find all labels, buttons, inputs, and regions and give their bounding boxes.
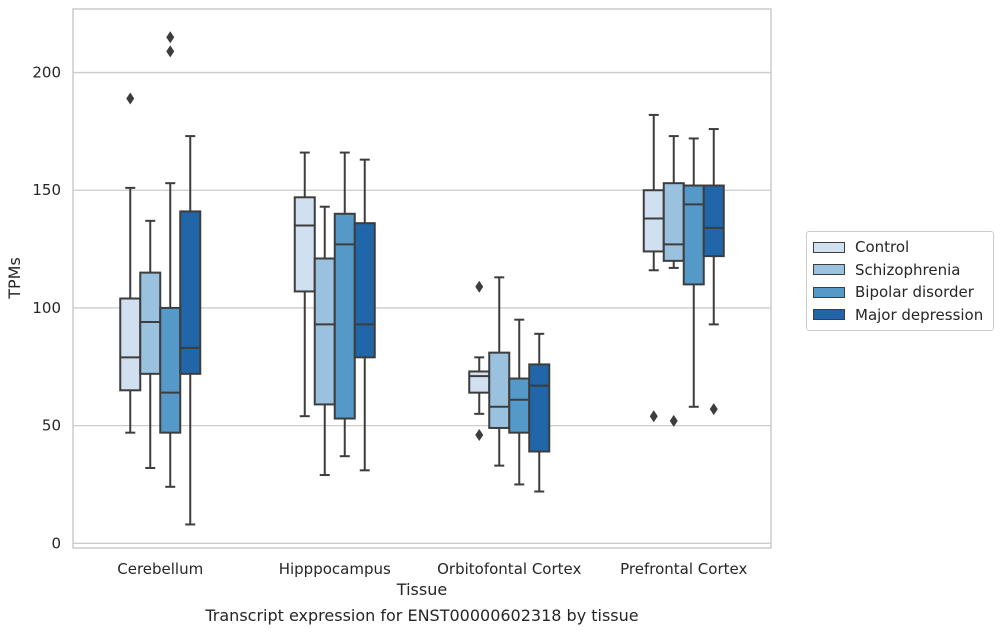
box-bipolar-disorder-prefrontal-cortex (682, 137, 705, 408)
outlier-point (166, 45, 175, 58)
box-major-depression-prefrontal-cortex (702, 128, 725, 416)
legend-item-control: Control (807, 236, 993, 259)
box-major-depression-hipppocampus (353, 158, 376, 472)
x-tick-label: Cerebellum (117, 560, 203, 578)
box-body (468, 370, 491, 394)
x-tick-label: Hipppocampus (279, 560, 391, 578)
box-schizophrenia-hipppocampus (313, 205, 336, 477)
box-body (159, 306, 182, 434)
x-tick-label: Orbitofontal Cortex (437, 560, 581, 578)
legend-item-schizophrenia: Schizophrenia (807, 259, 993, 282)
box-marks (119, 31, 725, 526)
legend-label-bipolar-disorder: Bipolar disorder (855, 283, 974, 302)
legend: Control Schizophrenia Bipolar disorder M… (806, 231, 994, 331)
box-bipolar-disorder-cerebellum (159, 31, 182, 488)
box-control-cerebellum (119, 92, 142, 434)
outlier-point (475, 429, 484, 442)
legend-label-schizophrenia: Schizophrenia (855, 260, 961, 279)
box-schizophrenia-prefrontal-cortex (662, 135, 685, 427)
box-major-depression-cerebellum (179, 135, 202, 526)
box-schizophrenia-cerebellum (139, 219, 162, 469)
box-body (139, 271, 162, 375)
plot-frame (72, 8, 772, 549)
box-body (528, 363, 551, 453)
outlier-point (166, 31, 175, 44)
legend-swatch-schizophrenia (813, 264, 845, 276)
outlier-point (126, 92, 135, 105)
box-body (313, 257, 336, 406)
box-major-depression-orbitofontal-cortex (528, 332, 551, 493)
y-tick-label: 100 (32, 299, 61, 317)
y-tick-label: 200 (32, 64, 61, 82)
x-tick-label: Prefrontal Cortex (620, 560, 747, 578)
legend-swatch-control (813, 241, 845, 253)
box-bipolar-disorder-orbitofontal-cortex (508, 318, 531, 486)
box-control-prefrontal-cortex (642, 113, 665, 423)
box-control-orbitofontal-cortex (468, 280, 491, 442)
outlier-point (649, 410, 658, 423)
y-axis-label: TPMs (5, 257, 24, 300)
y-tick-label: 50 (42, 417, 61, 435)
box-body (682, 184, 705, 286)
y-tick-label: 0 (51, 534, 61, 552)
legend-label-control: Control (855, 238, 910, 257)
box-body (702, 184, 725, 258)
box-bipolar-disorder-hipppocampus (333, 151, 356, 458)
chart-caption: Transcript expression for ENST0000060231… (205, 606, 639, 625)
box-body (488, 351, 511, 429)
box-schizophrenia-orbitofontal-cortex (488, 276, 511, 467)
legend-item-major-depression: Major depression (807, 304, 993, 327)
outlier-point (709, 403, 718, 416)
tick-labels: 0 50 100 150 200 Cerebellum Hipppocampus Orbito… (32, 64, 747, 578)
box-control-hipppocampus (293, 151, 316, 418)
box-body (642, 189, 665, 253)
box-body (293, 196, 316, 293)
box-body (353, 222, 376, 359)
box-body (508, 377, 531, 434)
legend-item-bipolar-disorder: Bipolar disorder (807, 281, 993, 304)
legend-swatch-major-depression (813, 309, 845, 321)
x-axis-label: Tissue (396, 580, 447, 599)
box-body (662, 182, 685, 262)
box-body (179, 210, 202, 375)
y-tick-label: 150 (32, 181, 61, 199)
outlier-point (669, 414, 678, 427)
legend-swatch-bipolar-disorder (813, 286, 845, 298)
box-body (119, 297, 142, 392)
legend-label-major-depression: Major depression (855, 305, 984, 324)
outlier-point (475, 280, 484, 293)
